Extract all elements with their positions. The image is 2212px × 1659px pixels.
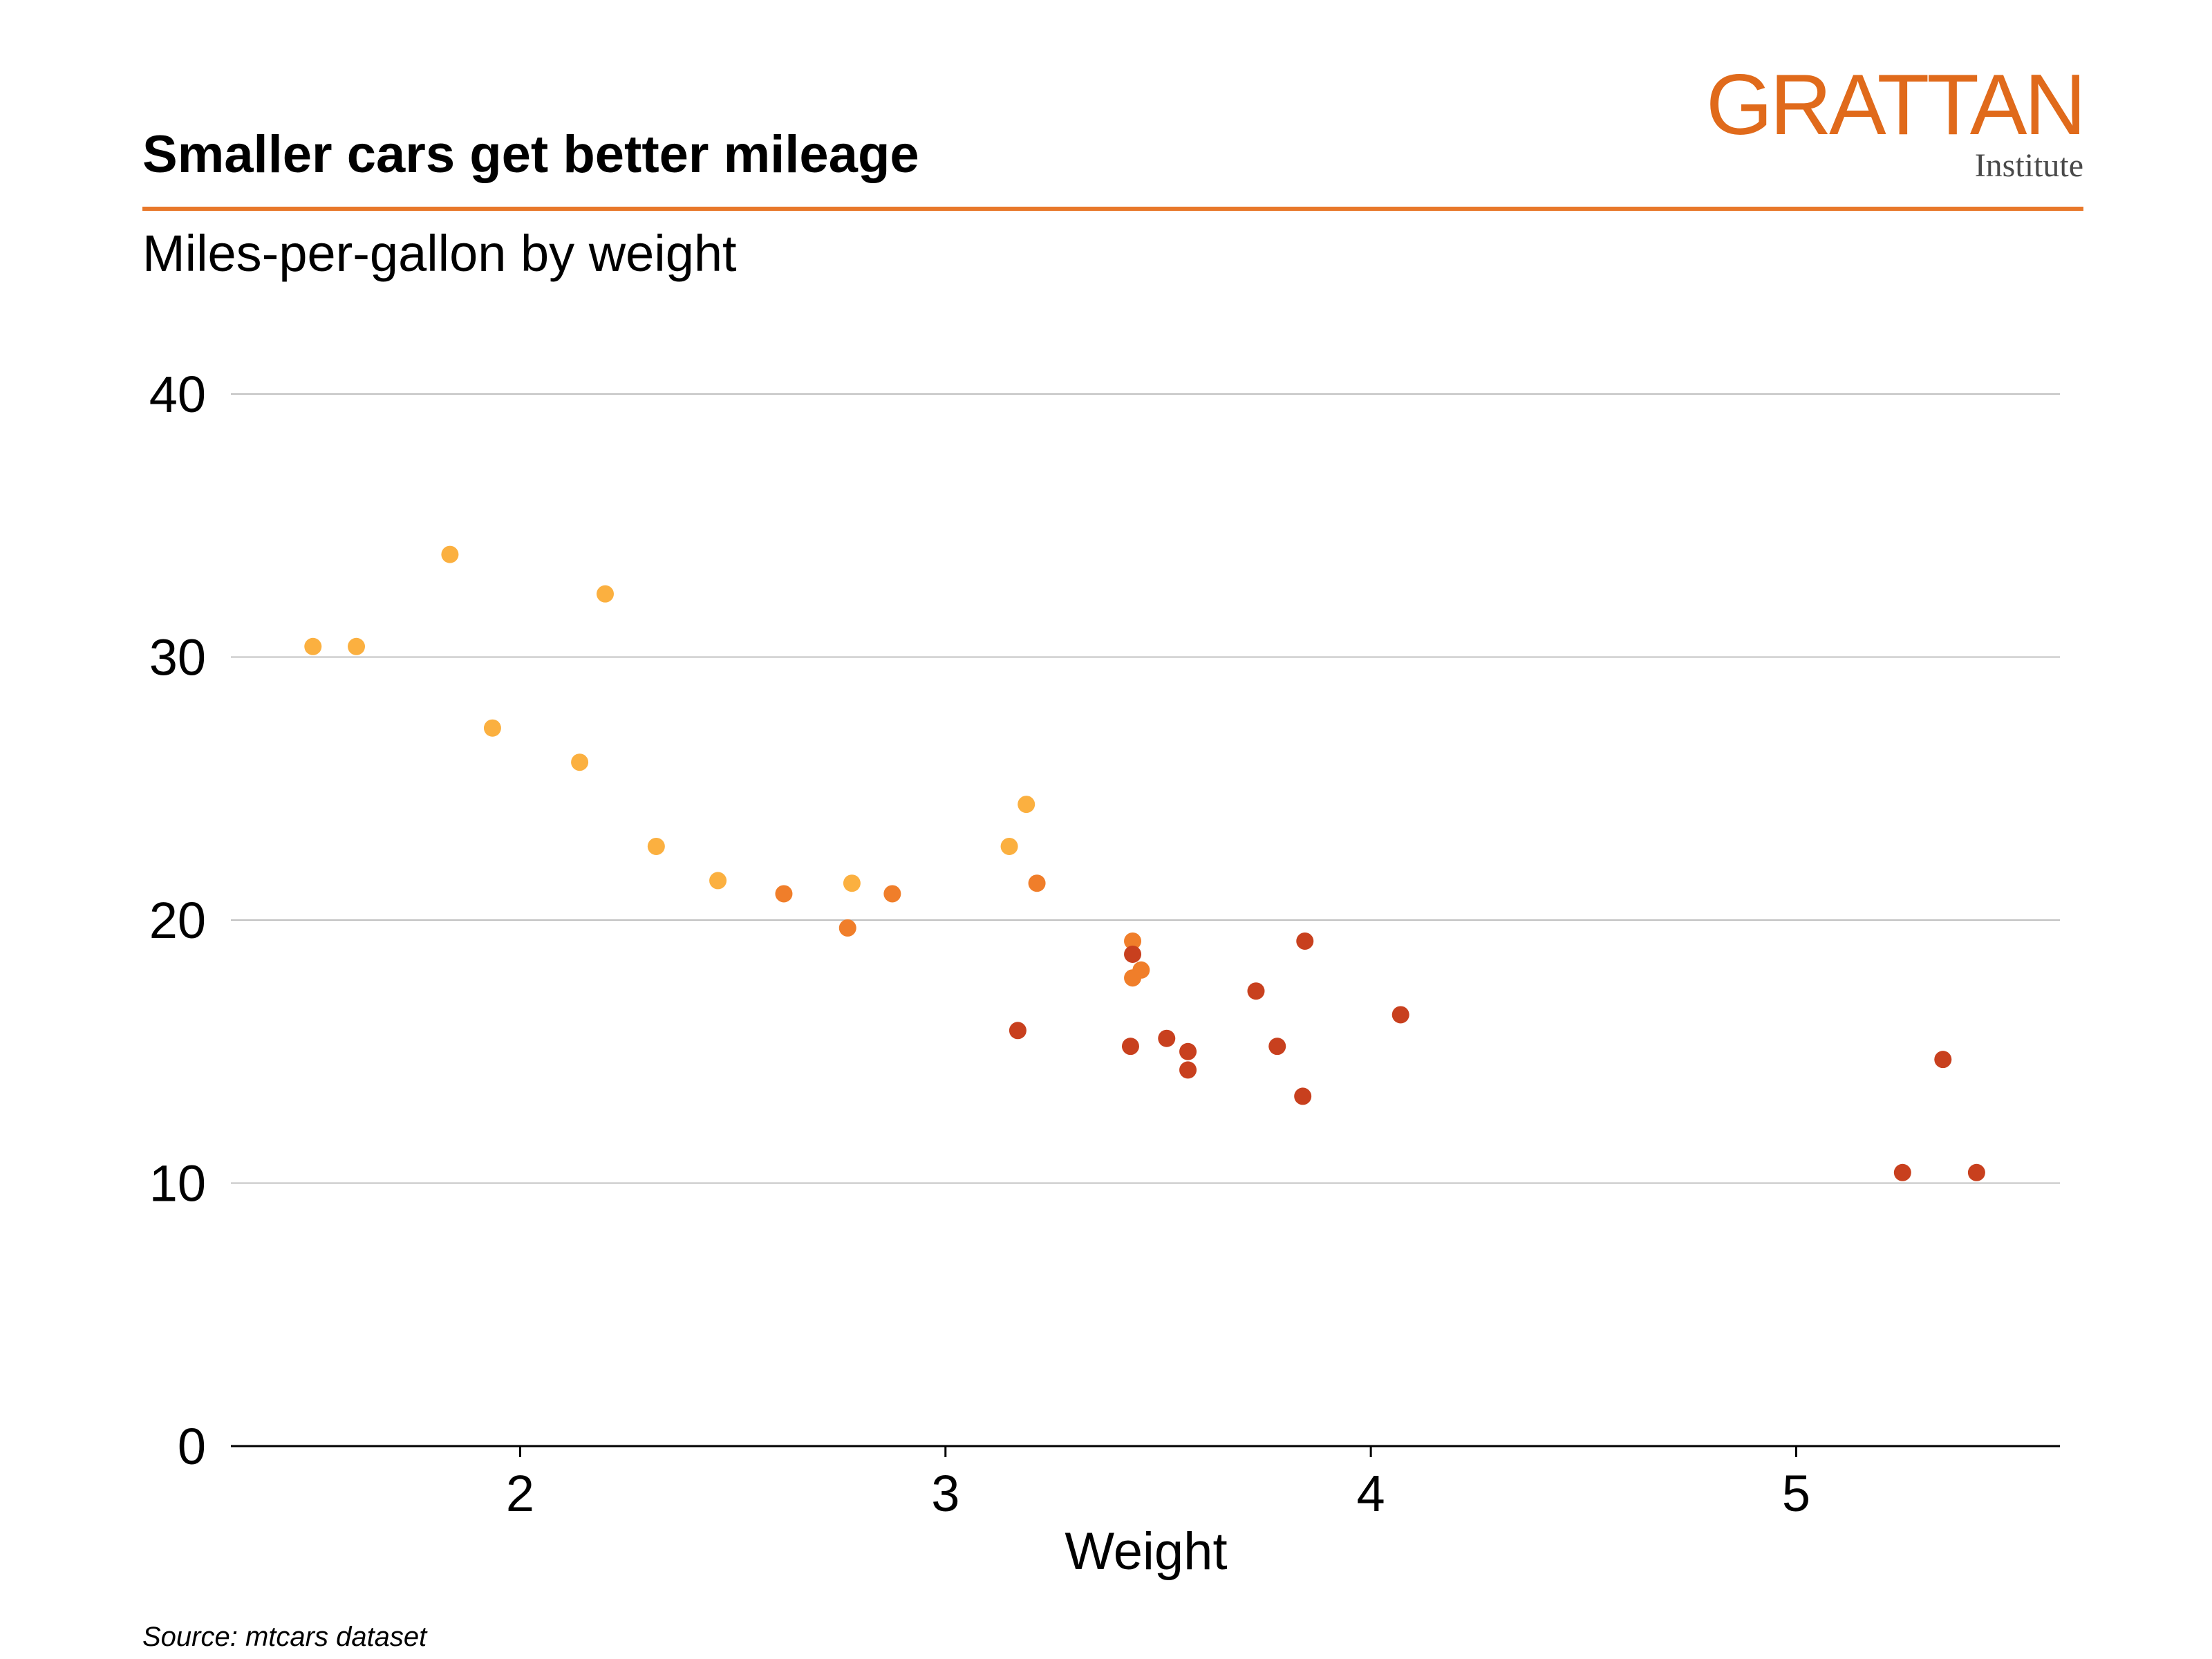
y-tick-label: 10 xyxy=(149,1155,206,1212)
source-note: Source: mtcars dataset xyxy=(142,1622,427,1652)
data-point xyxy=(1296,932,1314,950)
data-point xyxy=(1121,1038,1139,1056)
data-point xyxy=(709,872,727,890)
data-point xyxy=(1967,1163,1985,1181)
grattan-logo: GRATTAN Institute xyxy=(1705,57,2086,184)
data-point xyxy=(597,585,615,603)
gridlines xyxy=(231,393,2060,1184)
y-tick-label: 0 xyxy=(178,1418,206,1475)
data-point xyxy=(1391,1006,1409,1024)
chart-subtitle: Miles-per-gallon by weight xyxy=(142,225,737,282)
data-point xyxy=(1893,1163,1911,1181)
data-point xyxy=(775,885,793,903)
logo-subtext: Institute xyxy=(1974,147,2083,184)
data-point xyxy=(1179,1042,1197,1060)
data-point xyxy=(838,919,856,937)
data-point xyxy=(1132,961,1150,979)
data-points xyxy=(304,545,1985,1181)
data-point xyxy=(1247,982,1265,1000)
x-tick-label: 2 xyxy=(506,1465,534,1522)
y-axis-ticks: 0 10 20 30 40 xyxy=(149,366,206,1475)
x-axis-ticks: 2 3 4 5 xyxy=(506,1446,1810,1522)
title-rule xyxy=(142,207,2083,211)
data-point xyxy=(1124,932,1142,950)
y-tick-label: 40 xyxy=(149,366,206,423)
data-point xyxy=(843,874,861,892)
data-point xyxy=(1294,1087,1312,1105)
data-point xyxy=(1179,1061,1197,1079)
data-point xyxy=(1934,1051,1952,1069)
x-tick-label: 5 xyxy=(1782,1465,1810,1522)
data-point xyxy=(1009,1022,1027,1040)
data-point xyxy=(647,837,665,855)
data-point xyxy=(1018,796,1035,814)
chart-title: Smaller cars get better mileage xyxy=(142,125,919,184)
data-point xyxy=(1268,1038,1286,1056)
x-axis-title: Weight xyxy=(1065,1522,1227,1581)
x-tick-label: 4 xyxy=(1357,1465,1385,1522)
y-tick-label: 30 xyxy=(149,629,206,686)
data-point xyxy=(304,637,322,655)
data-point xyxy=(348,637,366,655)
data-point xyxy=(1124,945,1142,963)
data-point xyxy=(1028,874,1046,892)
data-point xyxy=(883,885,901,903)
data-point xyxy=(1000,837,1018,855)
y-tick-label: 20 xyxy=(149,892,206,949)
data-point xyxy=(441,545,459,563)
data-point xyxy=(571,753,589,771)
x-tick-label: 3 xyxy=(931,1465,959,1522)
data-point xyxy=(483,719,501,737)
data-point xyxy=(1158,1029,1176,1047)
logo-wordmark: GRATTAN xyxy=(1705,57,2086,153)
